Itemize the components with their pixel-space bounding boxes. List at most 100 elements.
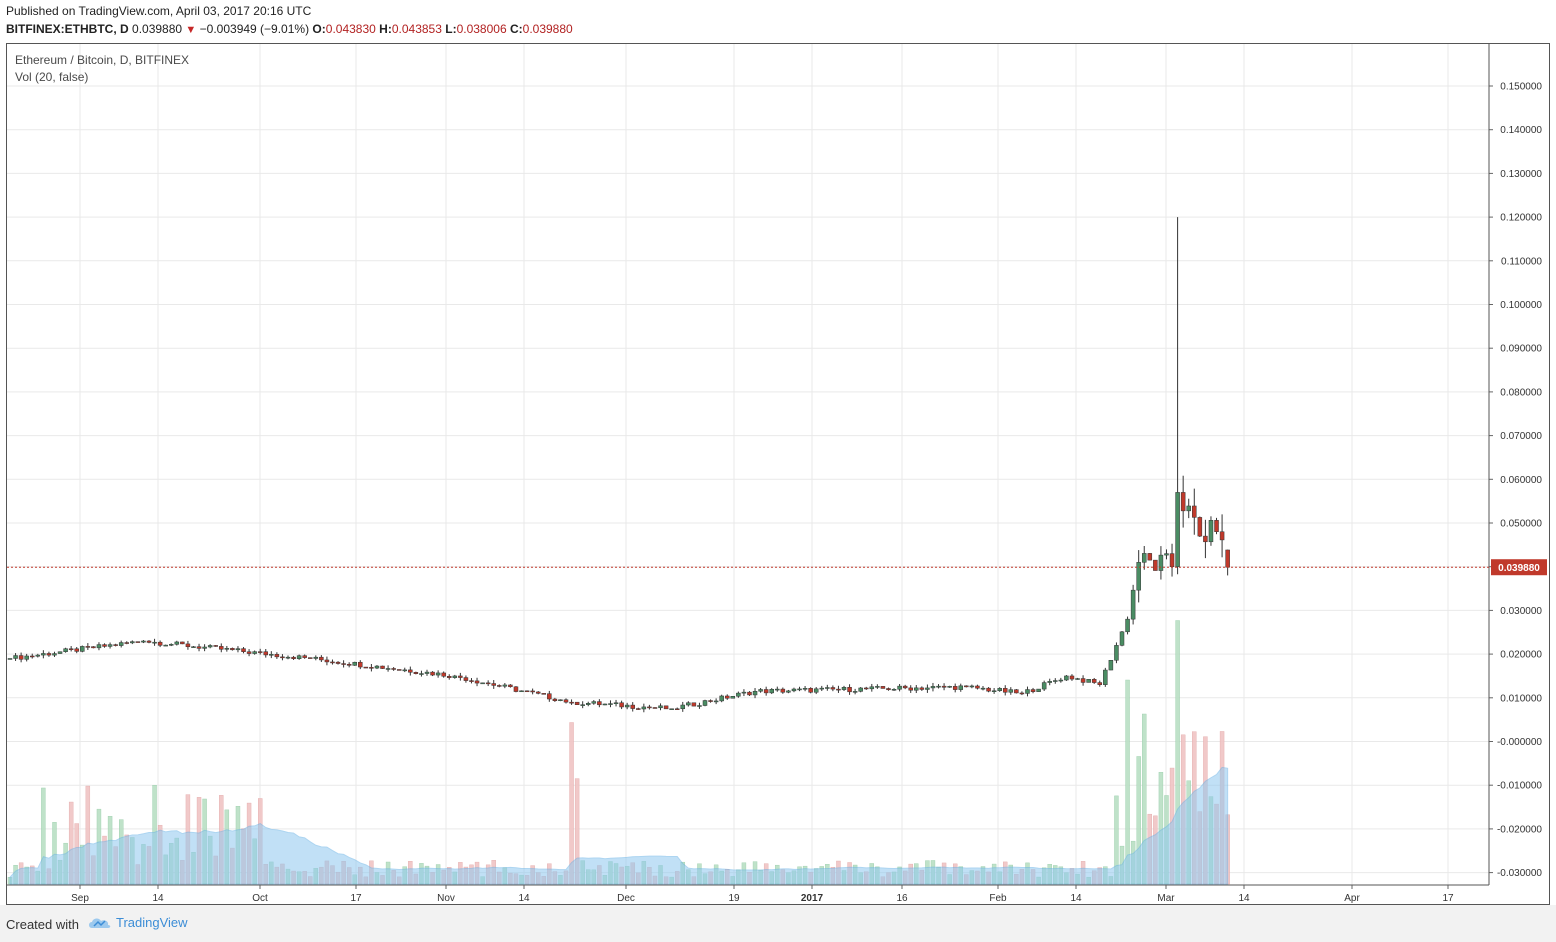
candle-up <box>152 641 157 644</box>
candle-down <box>196 646 202 649</box>
candle-up <box>825 687 830 689</box>
candle-up <box>107 644 113 647</box>
candle-up <box>585 703 591 705</box>
candle-down <box>430 671 435 676</box>
candle-up <box>1164 553 1169 556</box>
candle-up <box>858 687 863 692</box>
candle-down <box>124 642 130 644</box>
candle-up <box>35 654 41 657</box>
candle-down <box>847 687 852 693</box>
candle-up <box>63 648 68 652</box>
candle-down <box>324 659 330 663</box>
x-tick-label: 2017 <box>801 893 824 904</box>
candle-down <box>597 701 602 706</box>
candle-up <box>786 690 791 693</box>
candle-up <box>580 704 585 706</box>
chart-frame[interactable] <box>6 43 1550 905</box>
candle-down <box>763 689 769 694</box>
candle-down <box>458 675 463 678</box>
candle-down <box>135 641 141 643</box>
candle-down <box>257 651 263 653</box>
tradingview-link[interactable]: TradingView <box>88 915 188 930</box>
volume-ma-area <box>9 766 1229 885</box>
candle-up <box>174 641 180 645</box>
candle-down <box>530 690 535 693</box>
x-tick-label: 14 <box>1238 893 1250 904</box>
candle-down <box>674 708 680 710</box>
y-tick-label: 0.020000 <box>1500 650 1542 661</box>
candle-up <box>969 685 975 688</box>
candle-up <box>141 640 146 643</box>
candle-down <box>1192 505 1197 518</box>
candle-up <box>1053 680 1058 682</box>
candle-down <box>102 644 107 647</box>
candle-up <box>480 682 485 685</box>
candle-up <box>741 691 747 694</box>
candle-down <box>964 685 969 688</box>
candle-down <box>908 687 913 691</box>
candle-down <box>85 646 91 648</box>
x-tick-label: Mar <box>1157 893 1175 904</box>
candle-up <box>202 646 207 649</box>
candle-up <box>936 685 941 688</box>
candle-up <box>775 688 780 691</box>
candle-up <box>24 655 29 660</box>
candle-up <box>1008 689 1014 693</box>
candle-up <box>697 705 702 707</box>
candle-down <box>986 687 991 692</box>
candle-down <box>302 655 307 658</box>
y-tick-label: 0.140000 <box>1500 125 1542 136</box>
close-label: C: <box>509 22 523 36</box>
candle-down <box>291 656 296 659</box>
candle-up <box>435 672 441 676</box>
candle-down <box>230 648 235 651</box>
candle-down <box>1169 553 1175 567</box>
candle-down <box>647 706 652 709</box>
candle-down <box>724 695 730 699</box>
high-value: 0.043853 <box>391 22 442 36</box>
close-value: 0.039880 <box>522 22 573 36</box>
candle-down <box>157 641 163 646</box>
candle-down <box>941 685 947 688</box>
candle-down <box>630 704 635 709</box>
candle-down <box>46 653 52 656</box>
candle-up <box>819 687 825 690</box>
x-tick-label: Sep <box>71 893 89 904</box>
volume-legend: Vol (20, false) <box>15 70 89 84</box>
candle-down <box>263 651 269 656</box>
candle-down <box>552 698 558 702</box>
candle-down <box>474 680 480 684</box>
candle-up <box>869 686 875 690</box>
candle-down <box>358 661 363 668</box>
candle-up <box>235 648 241 651</box>
candle-down <box>636 708 641 710</box>
tradingview-cloud-icon <box>89 917 111 928</box>
x-tick-label: 16 <box>896 893 908 904</box>
candle-up <box>1036 688 1041 692</box>
candle-up <box>686 702 691 706</box>
y-tick-label: 0.110000 <box>1501 256 1542 267</box>
candle-down <box>1019 692 1025 695</box>
current-price-badge <box>1491 559 1547 576</box>
x-tick-label: Feb <box>989 893 1007 904</box>
candle-up <box>791 688 797 692</box>
candle-down <box>307 657 313 659</box>
candle-down <box>185 643 191 648</box>
candle-up <box>613 702 619 704</box>
candle-up <box>875 686 880 688</box>
volume-bar <box>1125 679 1130 885</box>
candle-up <box>680 704 686 710</box>
candle-down <box>541 693 547 695</box>
candle-down <box>1069 675 1075 680</box>
low-label: L: <box>445 22 457 36</box>
candle-up <box>374 665 380 669</box>
candle-down <box>341 663 346 665</box>
candle-up <box>719 695 724 702</box>
y-tick-label: 0.050000 <box>1500 519 1542 530</box>
y-tick-label: -0.010000 <box>1497 781 1542 792</box>
x-tick-label: 14 <box>1070 893 1082 904</box>
candle-up <box>1086 679 1091 683</box>
open-label: O: <box>312 22 326 36</box>
symbol-label: BITFINEX:ETHBTC, D <box>6 22 129 36</box>
